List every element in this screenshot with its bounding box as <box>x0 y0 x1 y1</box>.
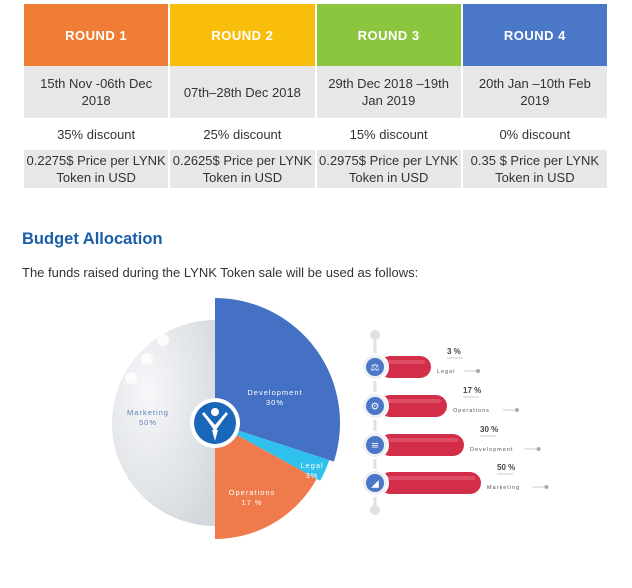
gear-icon <box>366 397 384 415</box>
lynk-logo-icon <box>190 398 240 448</box>
bar-name-legal: Legal <box>437 369 455 375</box>
budget-bar-infographic: ⚖ 3 % Legal ⚙ 17 % Operations ≡ 30 % Development… <box>361 330 549 515</box>
budget-subtitle: The funds raised during the LYNK Token s… <box>22 265 419 280</box>
megaphone-icon-glyph: ◢ <box>371 479 379 490</box>
bar-name-marketing: Marketing <box>487 485 520 491</box>
scales-icon-glyph: ⚖ <box>371 363 380 374</box>
scales-icon <box>366 358 384 376</box>
round-1-price: 0.2275$ Price per LYNK Token in USD <box>24 150 169 188</box>
round-4-header: ROUND 4 <box>462 4 607 66</box>
bar-connector-dot <box>536 447 541 451</box>
pie-value-operations: 17 % <box>241 498 262 507</box>
pie-slice-development <box>215 298 340 462</box>
round-4-price: 0.35 $ Price per LYNK Token in USD <box>462 150 607 188</box>
rounds-table: ROUND 1 ROUND 2 ROUND 3 ROUND 4 15th Nov… <box>22 4 609 188</box>
bar-pct-legal: 3 % <box>447 347 461 356</box>
bar-connector-dot <box>515 408 519 412</box>
discount-row: 35% discount 25% discount 15% discount 0… <box>24 118 607 150</box>
coins-icon <box>366 436 384 454</box>
gear-icon-glyph: ⚙ <box>371 402 380 413</box>
pie-label-development: Development <box>247 388 302 397</box>
pie-value-marketing: 50% <box>139 418 157 427</box>
pie-value-legal: 3% <box>306 471 319 480</box>
coins-icon-glyph: ≡ <box>371 441 379 452</box>
round-4-dates: 20th Jan –10th Feb 2019 <box>462 66 607 118</box>
pie-label-operations: Operations <box>229 488 276 497</box>
bar-highlight <box>385 360 425 364</box>
decor-dot <box>141 353 153 365</box>
bar-operations <box>379 395 447 417</box>
round-1-header: ROUND 1 <box>24 4 169 66</box>
round-3-dates: 29th Dec 2018 –19th Jan 2019 <box>316 66 461 118</box>
pie-slice-legal <box>215 423 330 481</box>
bar-highlight <box>385 476 475 480</box>
decor-dot <box>125 372 137 384</box>
decor-dot <box>157 334 169 346</box>
bar-connector-dot <box>544 485 549 489</box>
budget-title: Budget Allocation <box>22 230 163 248</box>
round-4-discount: 0% discount <box>462 118 607 150</box>
megaphone-icon <box>366 474 384 492</box>
bar-pct-development: 30 % <box>480 425 498 434</box>
timeline-dot <box>370 330 380 340</box>
bar-name-development: Development <box>470 447 513 453</box>
bar-pct-operations: 17 % <box>463 386 481 395</box>
dates-row: 15th Nov -06th Dec 2018 07th–28th Dec 20… <box>24 66 607 118</box>
bar-name-operations: Operations <box>453 408 490 414</box>
round-1-discount: 35% discount <box>24 118 169 150</box>
round-3-discount: 15% discount <box>316 118 461 150</box>
bar-highlight <box>385 438 458 442</box>
round-3-header: ROUND 3 <box>316 4 461 66</box>
round-2-header: ROUND 2 <box>170 4 315 66</box>
pie-slice-marketing <box>112 320 215 526</box>
round-1-dates: 15th Nov -06th Dec 2018 <box>24 66 169 118</box>
bar-highlight <box>385 399 441 403</box>
bar-pct-marketing: 50 % <box>497 463 515 472</box>
bar-marketing <box>379 472 481 494</box>
pie-value-development: 30% <box>266 398 284 407</box>
price-row: 0.2275$ Price per LYNK Token in USD 0.26… <box>24 150 607 188</box>
pie-slice-operations <box>215 423 317 539</box>
round-2-price: 0.2625$ Price per LYNK Token in USD <box>170 150 315 188</box>
bar-development <box>379 434 464 456</box>
rounds-header-row: ROUND 1 ROUND 2 ROUND 3 ROUND 4 <box>24 4 607 66</box>
pie-label-legal: Legal <box>300 461 323 470</box>
bar-connector-dot <box>476 369 480 373</box>
round-3-price: 0.2975$ Price per LYNK Token in USD <box>316 150 461 188</box>
timeline-dot <box>370 505 380 515</box>
round-2-discount: 25% discount <box>170 118 315 150</box>
pie-label-marketing: Marketing <box>127 408 169 417</box>
round-2-dates: 07th–28th Dec 2018 <box>170 66 315 118</box>
